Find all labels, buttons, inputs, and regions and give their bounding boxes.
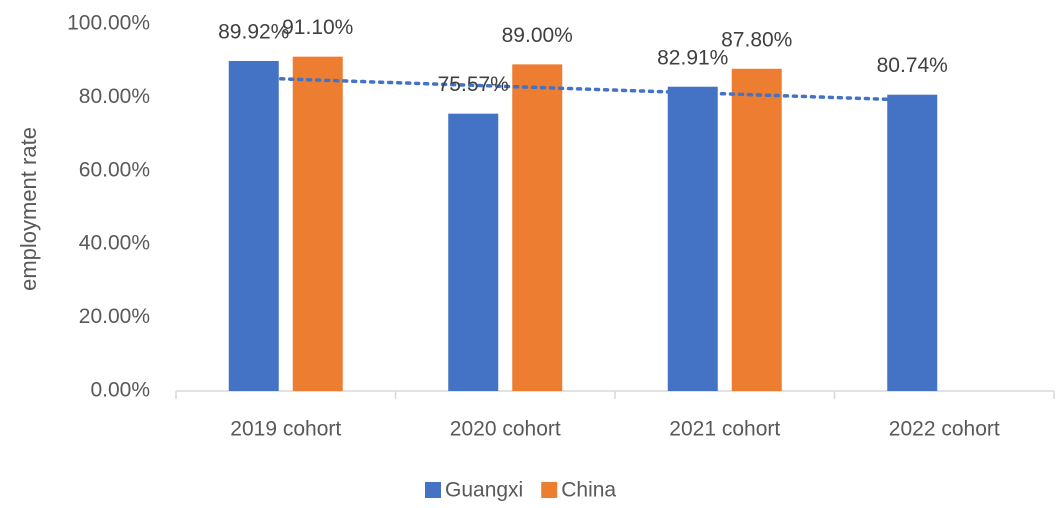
x-category-label: 2022 cohort bbox=[889, 418, 1000, 441]
trendline bbox=[252, 76, 914, 102]
x-axis: 2019 cohort 2020 cohort 2021 cohort 2022 co… bbox=[175, 390, 1055, 441]
y-tick-label: 80.00% bbox=[79, 85, 150, 108]
y-tick-label: 20.00% bbox=[79, 305, 150, 328]
x-category-label: 2020 cohort bbox=[450, 418, 561, 441]
bar-china bbox=[512, 64, 563, 392]
x-category-label: 2019 cohort bbox=[230, 418, 341, 441]
legend-swatch bbox=[541, 482, 558, 498]
legend-label: China bbox=[561, 479, 616, 502]
legend-label: Guangxi bbox=[445, 479, 523, 502]
y-tick-label: 60.00% bbox=[79, 158, 150, 181]
y-axis: 0.00% 20.00% 40.00% 60.00% 80.00% 100.00% bbox=[67, 12, 150, 402]
bar-guangxi bbox=[448, 113, 499, 392]
data-label: 89.00% bbox=[502, 24, 573, 47]
bar-guangxi bbox=[887, 94, 938, 391]
data-label: 80.74% bbox=[877, 54, 948, 77]
legend-swatch bbox=[425, 482, 441, 498]
bar-guangxi bbox=[667, 86, 718, 391]
bar-guangxi bbox=[228, 60, 279, 392]
bars-group bbox=[228, 56, 938, 392]
data-label: 75.57% bbox=[438, 73, 509, 96]
bar-china bbox=[731, 68, 782, 392]
data-label: 89.92% bbox=[218, 21, 289, 44]
data-labels-group: 89.92% 75.57% 82.91% 80.74% 91.10% 89.00% 87.8… bbox=[218, 16, 948, 96]
y-axis-title: employment rate bbox=[16, 127, 41, 291]
trendline-group bbox=[252, 76, 914, 102]
legend: Guangxi China bbox=[425, 479, 616, 502]
data-label: 87.80% bbox=[721, 28, 792, 51]
y-tick-label: 100.00% bbox=[67, 12, 150, 35]
bar-china bbox=[292, 56, 343, 392]
x-category-label: 2021 cohort bbox=[669, 418, 780, 441]
y-tick-label: 40.00% bbox=[79, 232, 150, 255]
y-tick-label: 0.00% bbox=[90, 379, 150, 402]
data-label: 91.10% bbox=[282, 16, 353, 39]
data-label: 82.91% bbox=[657, 46, 728, 69]
